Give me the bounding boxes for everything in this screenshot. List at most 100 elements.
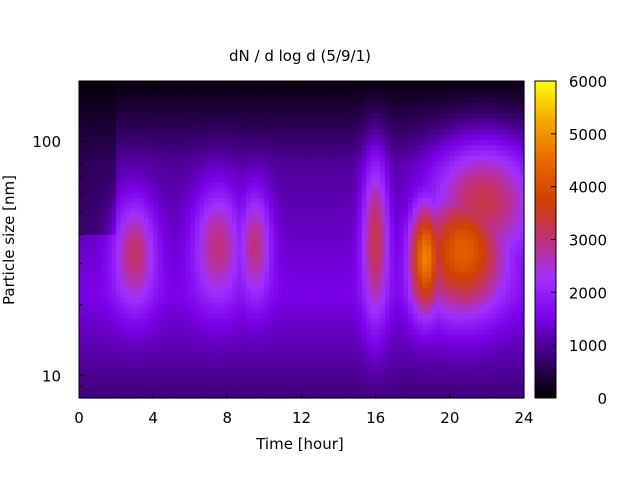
- heatmap-cell: [176, 318, 182, 325]
- heatmap-cell: [255, 339, 261, 346]
- heatmap-cell: [167, 81, 173, 87]
- heatmap-cell: [236, 86, 242, 93]
- heatmap-cell: [449, 292, 456, 299]
- heatmap-cell: [273, 102, 279, 109]
- heatmap-cell: [255, 117, 261, 124]
- heatmap-cell: [357, 250, 363, 256]
- heatmap-cell: [412, 350, 418, 357]
- heatmap-cell: [426, 86, 432, 93]
- heatmap-cell: [329, 149, 335, 156]
- heatmap-cell: [194, 96, 201, 103]
- heatmap-cell: [315, 350, 321, 357]
- heatmap-cell: [111, 102, 117, 109]
- heatmap-cell: [408, 81, 414, 87]
- heatmap-cell: [222, 91, 228, 98]
- heatmap-cell: [347, 102, 354, 109]
- heatmap-cell: [422, 96, 428, 103]
- heatmap-cell: [241, 234, 247, 241]
- heatmap-cell: [389, 202, 395, 209]
- heatmap-cell: [199, 239, 205, 246]
- heatmap-cell: [306, 170, 312, 177]
- heatmap-cell: [250, 382, 256, 389]
- heatmap-cell: [245, 308, 252, 315]
- heatmap-cell: [315, 329, 321, 336]
- heatmap-cell: [143, 234, 150, 241]
- heatmap-cell: [320, 117, 326, 124]
- heatmap-cell: [162, 302, 168, 309]
- heatmap-cell: [241, 139, 247, 145]
- heatmap-cell: [454, 382, 460, 389]
- heatmap-cell: [180, 170, 187, 177]
- heatmap-cell: [92, 313, 99, 320]
- heatmap-cell: [394, 181, 400, 188]
- heatmap-cell: [199, 149, 205, 156]
- heatmap-cell: [171, 181, 177, 188]
- heatmap-cell: [417, 86, 423, 93]
- heatmap-cell: [222, 361, 228, 367]
- heatmap-cell: [352, 382, 358, 389]
- heatmap-cell: [449, 244, 456, 251]
- heatmap-cell: [394, 260, 400, 267]
- heatmap-cell: [218, 228, 224, 235]
- heatmap-cell: [417, 117, 423, 124]
- heatmap-cell: [88, 149, 94, 156]
- heatmap-cell: [449, 213, 456, 219]
- heatmap-cell: [97, 392, 103, 399]
- heatmap-cell: [361, 139, 367, 145]
- heatmap-cell: [278, 350, 284, 357]
- heatmap-cell: [310, 96, 317, 103]
- heatmap-cell: [139, 213, 145, 219]
- heatmap-cell: [292, 345, 298, 352]
- heatmap-cell: [88, 255, 94, 262]
- heatmap-cell: [245, 165, 252, 172]
- heatmap-cell: [125, 324, 131, 330]
- heatmap-cell: [357, 86, 363, 93]
- heatmap-cell: [357, 165, 363, 172]
- heatmap-cell: [357, 181, 363, 188]
- heatmap-cell: [445, 218, 451, 225]
- heatmap-cell: [361, 228, 367, 235]
- heatmap-cell: [324, 117, 330, 124]
- heatmap-cell: [282, 144, 289, 151]
- heatmap-cell: [292, 350, 298, 357]
- heatmap-cell: [269, 170, 275, 177]
- heatmap-cell: [88, 133, 94, 140]
- heatmap-cell: [380, 281, 386, 288]
- heatmap-cell: [194, 197, 201, 204]
- heatmap-cell: [408, 318, 414, 325]
- heatmap-cell: [269, 102, 275, 109]
- heatmap-cell: [79, 318, 85, 325]
- heatmap-cell: [106, 244, 113, 251]
- heatmap-cell: [79, 244, 85, 251]
- heatmap-cell: [273, 292, 279, 299]
- heatmap-cell: [296, 297, 303, 304]
- heatmap-cell: [255, 154, 261, 161]
- heatmap-cell: [352, 324, 358, 330]
- heatmap-cell: [338, 260, 344, 267]
- heatmap-cell: [440, 91, 446, 98]
- heatmap-cell: [236, 297, 242, 304]
- heatmap-cell: [347, 228, 354, 235]
- heatmap-cell: [231, 186, 238, 193]
- heatmap-cell: [357, 302, 363, 309]
- heatmap-cell: [157, 260, 164, 267]
- heatmap-cell: [408, 218, 414, 225]
- heatmap-cell: [125, 302, 131, 309]
- heatmap-cell: [384, 170, 391, 177]
- heatmap-cell: [440, 313, 446, 320]
- heatmap-cell: [167, 276, 173, 283]
- heatmap-cell: [167, 239, 173, 246]
- heatmap-cell: [329, 91, 335, 98]
- heatmap-cell: [250, 339, 256, 346]
- heatmap-cell: [222, 302, 228, 309]
- heatmap-cell: [102, 218, 108, 225]
- heatmap-cell: [394, 186, 400, 193]
- heatmap-cell: [88, 123, 94, 130]
- heatmap-cell: [218, 160, 224, 167]
- heatmap-cell: [287, 350, 293, 357]
- heatmap-cell: [459, 387, 465, 394]
- heatmap-cell: [371, 165, 377, 172]
- heatmap-cell: [287, 123, 293, 130]
- heatmap-cell: [227, 361, 233, 367]
- heatmap-cell: [310, 176, 317, 182]
